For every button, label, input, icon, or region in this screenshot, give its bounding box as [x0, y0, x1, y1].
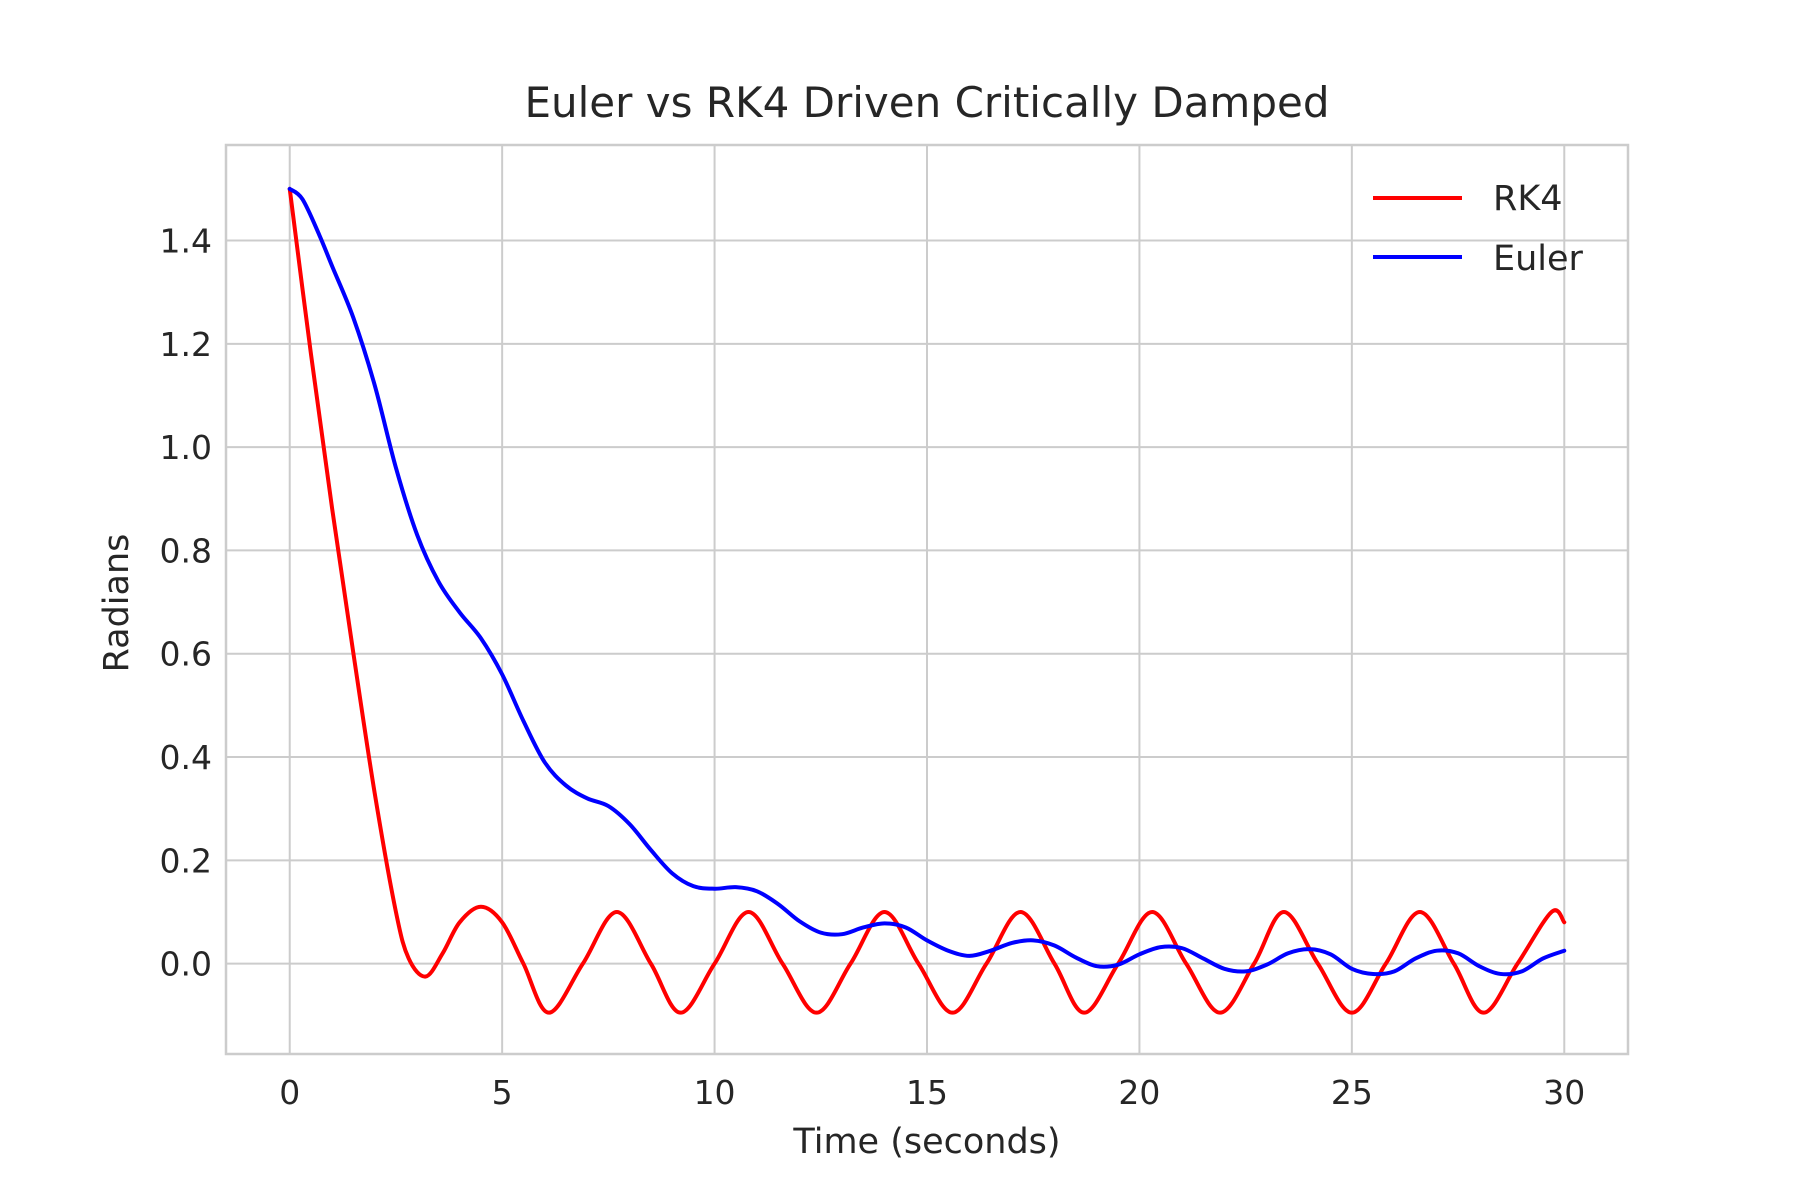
y-tick-label: 0.2 [160, 841, 212, 880]
x-tick-label: 5 [492, 1073, 513, 1112]
x-tick-label: 0 [279, 1073, 300, 1112]
x-tick-label: 30 [1543, 1073, 1585, 1112]
series-line-euler [287, 186, 1567, 977]
chart-title: Euler vs RK4 Driven Critically Damped [524, 78, 1329, 127]
y-axis-label: Radians [97, 534, 137, 673]
y-tick-label: 0.4 [160, 738, 212, 777]
legend: RK4 Euler [1373, 179, 1584, 279]
y-tick-labels: 0.0 0.2 0.4 0.6 0.8 1.0 1.2 1.4 [160, 222, 212, 984]
y-tick-label: 1.4 [160, 222, 212, 261]
y-tick-label: 0.8 [160, 531, 212, 570]
x-tick-label: 20 [1118, 1073, 1160, 1112]
y-tick-label: 1.2 [160, 325, 212, 364]
x-axis-label: Time (seconds) [792, 1122, 1060, 1162]
grid [226, 145, 1628, 1054]
series-line-rk4 [287, 186, 1567, 1015]
plot-frame [224, 143, 1630, 1056]
x-tick-label: 25 [1331, 1073, 1373, 1112]
x-tick-label: 10 [694, 1073, 736, 1112]
legend-label-rk4: RK4 [1493, 179, 1563, 219]
series-layer [287, 186, 1567, 1015]
y-tick-label: 0.0 [160, 945, 212, 984]
y-tick-label: 0.6 [160, 635, 212, 674]
x-tick-label: 15 [906, 1073, 948, 1112]
x-tick-labels: 0 5 10 15 20 25 30 [279, 1073, 1585, 1112]
y-tick-label: 1.0 [160, 428, 212, 467]
legend-label-euler: Euler [1493, 239, 1584, 279]
